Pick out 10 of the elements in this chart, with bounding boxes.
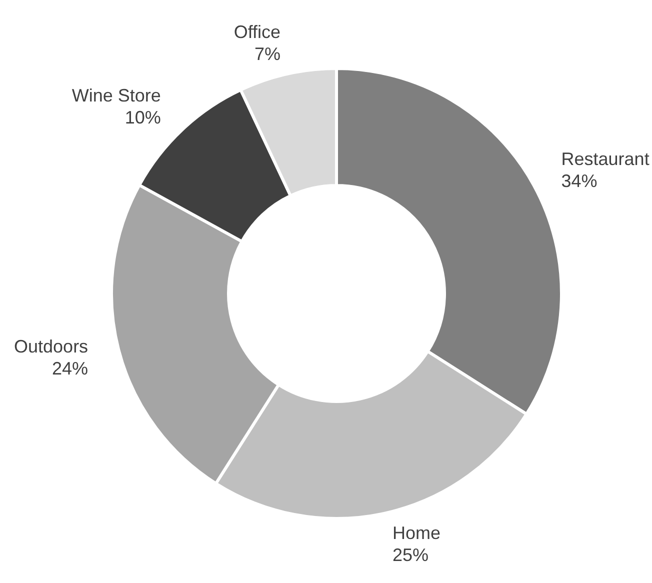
- data-label: 10%: [124, 108, 161, 128]
- slice-label: Home: [392, 522, 440, 543]
- data-label: 24%: [52, 358, 88, 378]
- slice-label: Office: [234, 22, 281, 42]
- data-label: 25%: [392, 544, 428, 565]
- data-label: 7%: [254, 44, 281, 64]
- slice-label: Outdoors: [14, 336, 88, 356]
- slice-label: Wine Store: [72, 86, 161, 106]
- data-label: 34%: [561, 170, 598, 191]
- slice-label: Restaurant: [561, 148, 650, 169]
